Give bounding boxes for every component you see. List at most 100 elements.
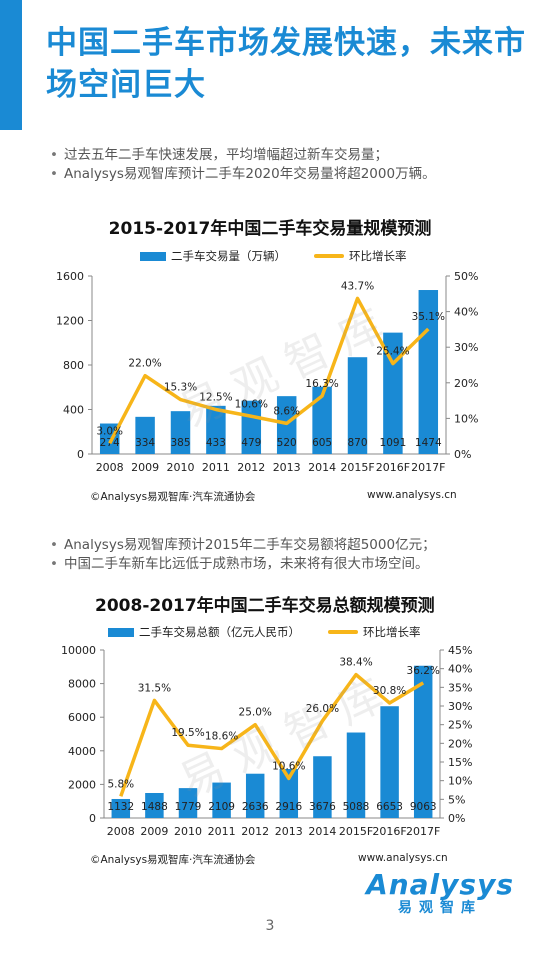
y-tick-label: 400 xyxy=(63,404,84,417)
line-value-label: 25.0% xyxy=(239,707,272,719)
line-value-label: 31.5% xyxy=(138,682,171,694)
bar xyxy=(178,788,198,818)
bullet-symbol: • xyxy=(50,147,58,163)
x-tick-label: 2008 xyxy=(96,461,124,474)
growth-rate-line xyxy=(108,296,430,445)
x-tick-label: 2012 xyxy=(241,825,269,838)
line-value-label: 35.1% xyxy=(412,311,445,323)
bar xyxy=(111,798,131,818)
y-tick-label: 800 xyxy=(63,359,84,372)
chart-2-source: ©Analysys易观智库·汽车流通协会 xyxy=(90,854,256,866)
bar xyxy=(170,411,191,454)
y2-tick-label: 10% xyxy=(448,775,472,788)
y-tick-label: 0 xyxy=(77,448,84,461)
line-value-label: 26.0% xyxy=(306,703,339,715)
line-value-label: 36.2% xyxy=(407,665,440,677)
bar-value-label: 605 xyxy=(312,437,332,449)
legend-bar-label: 二手车交易量（万辆） xyxy=(171,249,286,263)
growth-rate-line xyxy=(119,672,425,797)
bar-value-label: 1474 xyxy=(415,437,442,449)
page-number: 3 xyxy=(265,918,275,934)
line-value-label: 30.8% xyxy=(373,685,406,697)
line-value-label: 3.0% xyxy=(96,425,123,437)
bar-value-label: 2916 xyxy=(275,801,302,813)
bullet-text: Analysys易观智库预计2015年二手车交易额将超5000亿元； xyxy=(64,537,436,553)
bullet-symbol: • xyxy=(50,166,58,182)
page-title: 中国二手车市场发展快速，未来市场空间巨大 xyxy=(46,25,526,103)
analysys-logo: Analysys 易观智库 xyxy=(366,868,514,917)
y2-tick-label: 20% xyxy=(454,377,478,390)
line-value-label: 22.0% xyxy=(128,358,161,370)
y2-tick-label: 0% xyxy=(448,812,465,825)
chart-2-title: 2008-2017年中国二手车交易总额规模预测 xyxy=(95,596,435,616)
x-tick-label: 2017F xyxy=(411,461,445,474)
line-value-label: 43.7% xyxy=(341,280,374,292)
line-value-label: 10.6% xyxy=(272,760,305,772)
y2-tick-label: 15% xyxy=(448,756,472,769)
x-tick-label: 2016F xyxy=(376,461,410,474)
legend-line-swatch xyxy=(314,254,344,258)
logo-subtitle: 易观智库 xyxy=(398,900,483,916)
bullet-symbol: • xyxy=(50,537,58,553)
y-tick-label: 8000 xyxy=(68,678,96,691)
line-value-label: 19.5% xyxy=(171,727,204,739)
bar-value-label: 6653 xyxy=(376,801,403,813)
bar xyxy=(145,793,164,818)
bar-value-label: 433 xyxy=(206,437,226,449)
x-tick-label: 2017F xyxy=(406,825,440,838)
bar-value-label: 870 xyxy=(347,437,367,449)
chart-2-website: www.analysys.cn xyxy=(358,852,448,864)
y2-tick-label: 20% xyxy=(448,737,472,750)
bar-value-label: 520 xyxy=(277,437,297,449)
chart-1-title: 2015-2017年中国二手车交易量规模预测 xyxy=(108,219,432,239)
bar-value-label: 2636 xyxy=(242,801,269,813)
y-tick-label: 4000 xyxy=(68,745,96,758)
line-value-label: 16.3% xyxy=(305,378,338,390)
x-tick-label: 2013 xyxy=(275,825,303,838)
bar xyxy=(347,357,368,454)
bullet-text: Analysys易观智库预计二手车2020年交易量将超2000万辆。 xyxy=(64,166,436,182)
bullet-item: • Analysys易观智库预计二手车2020年交易量将超2000万辆。 xyxy=(50,165,436,184)
bullet-list-1: • 过去五年二手车快速发展，平均增幅超过新车交易量； • Analysys易观智库预… xyxy=(50,146,436,184)
bar xyxy=(212,782,231,818)
bullet-symbol: • xyxy=(50,556,58,572)
y2-tick-label: 50% xyxy=(454,270,478,283)
line-value-label: 15.3% xyxy=(164,382,197,394)
bar xyxy=(418,290,439,454)
x-tick-label: 2010 xyxy=(174,825,202,838)
legend-bar-label: 二手车交易总额（亿元人民币） xyxy=(139,625,300,639)
bar xyxy=(313,756,332,818)
x-tick-label: 2012 xyxy=(237,461,265,474)
bullet-text: 过去五年二手车快速发展，平均增幅超过新车交易量； xyxy=(64,147,388,163)
legend-bar-swatch xyxy=(108,627,134,637)
bar-value-label: 334 xyxy=(135,437,155,449)
chart-1-website: www.analysys.cn xyxy=(367,489,457,501)
bar-value-label: 1779 xyxy=(175,801,202,813)
line-value-label: 12.5% xyxy=(199,392,232,404)
x-tick-label: 2016F xyxy=(372,825,406,838)
x-tick-label: 2011 xyxy=(208,825,236,838)
x-tick-label: 2013 xyxy=(273,461,301,474)
bullet-text: 中国二手车新车比远低于成熟市场，未来将有很大市场空间。 xyxy=(64,556,429,572)
x-tick-label: 2015F xyxy=(340,461,374,474)
y2-tick-label: 35% xyxy=(448,681,472,694)
x-tick-label: 2010 xyxy=(167,461,195,474)
line-value-label: 8.6% xyxy=(273,405,300,417)
x-tick-label: 2009 xyxy=(131,461,159,474)
chart-1-source: ©Analysys易观智库·汽车流通协会 xyxy=(90,491,256,503)
line-value-label: 10.6% xyxy=(235,398,268,410)
y-tick-label: 6000 xyxy=(68,711,96,724)
bar xyxy=(206,405,226,454)
y-tick-label: 10000 xyxy=(61,644,96,657)
y2-tick-label: 25% xyxy=(448,719,472,732)
bar xyxy=(413,665,433,818)
line-value-label: 18.6% xyxy=(205,731,238,743)
bar xyxy=(346,732,366,818)
y-tick-label: 1600 xyxy=(56,270,84,283)
y2-tick-label: 30% xyxy=(454,341,478,354)
bar xyxy=(380,706,399,818)
y-tick-label: 1200 xyxy=(56,315,84,328)
title-accent-bar xyxy=(0,0,22,130)
